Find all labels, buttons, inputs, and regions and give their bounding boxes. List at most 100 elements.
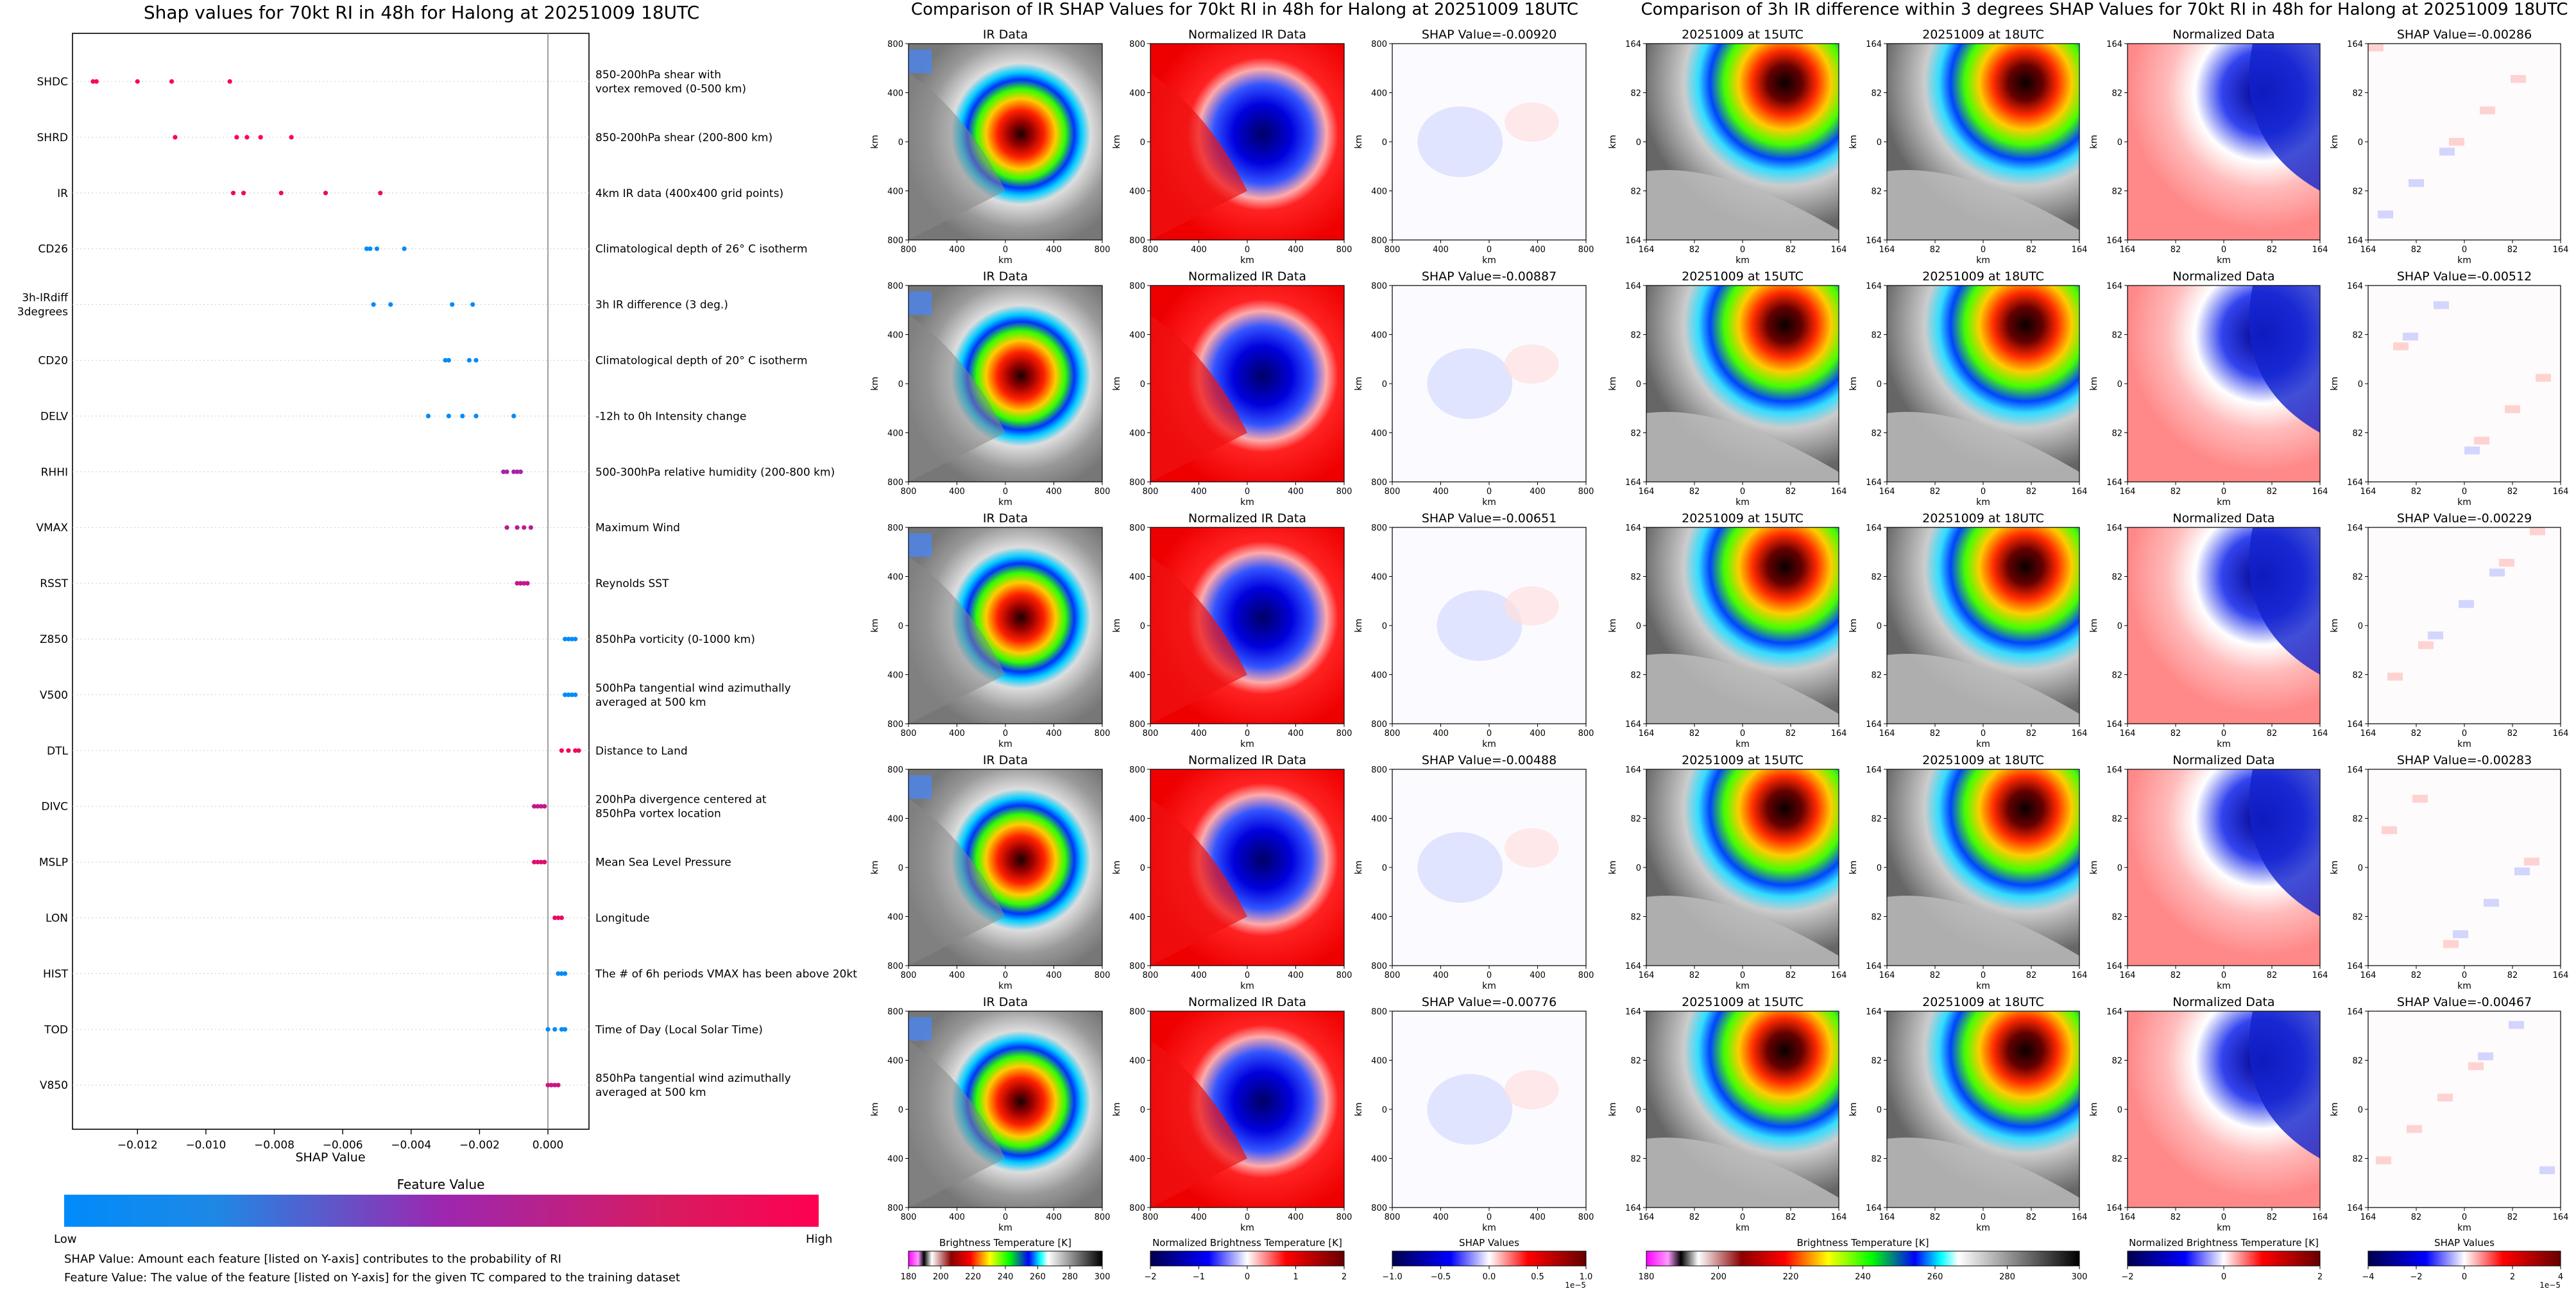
axis-tick-label: 0 — [2117, 138, 2122, 148]
axis-tick-label: 0 — [1487, 487, 1492, 497]
axis-tick-label: 0 — [1003, 487, 1008, 497]
axis-tick-label: 800 — [1143, 245, 1159, 255]
shap-point — [563, 636, 568, 642]
panel-title: SHAP Value=-0.00229 — [2397, 511, 2532, 525]
axis-tick-label: 400 — [887, 1057, 903, 1066]
feature-description: Maximum Wind — [595, 522, 680, 534]
image-panel: SHAP Value=-0.00512164164828200828216416… — [2330, 269, 2568, 508]
axis-label: km — [2089, 377, 2099, 391]
axis-tick-label: 400 — [1371, 815, 1387, 824]
axis-tick-label: 164 — [1879, 1213, 1895, 1222]
axis-label: km — [1736, 497, 1750, 508]
axis-label: km — [1482, 739, 1496, 749]
axis-tick-label: 800 — [1371, 524, 1387, 533]
axis-tick-label: 82 — [2507, 245, 2518, 255]
axis-tick-label: 400 — [1129, 671, 1145, 681]
image-panel: Normalized IR Data8008004004000040040080… — [1112, 995, 1352, 1233]
axis-tick-label: 400 — [1046, 1213, 1062, 1222]
image-panel: 20251009 at 18UTC1641648282008282164164k… — [1848, 995, 2087, 1233]
axis-tick-label: 164 — [2106, 524, 2122, 533]
axis-tick-label: 800 — [887, 765, 903, 775]
panel-title: SHAP Value=-0.00776 — [1422, 995, 1557, 1009]
axis-tick-label: 400 — [1129, 89, 1145, 99]
feature-label: V500 — [40, 689, 68, 702]
image-panel: SHAP Value=-0.00467164164828200828216416… — [2330, 995, 2568, 1233]
axis-tick-label: 0 — [898, 622, 903, 631]
panel-image — [1646, 769, 1839, 966]
axis-label: km — [1608, 377, 1618, 391]
image-panel: Normalized Data1641648282008282164164kmk… — [2089, 995, 2328, 1233]
shap-point — [573, 636, 578, 642]
axis-tick-label: 0 — [1245, 729, 1250, 738]
axis-tick-label: 0 — [2117, 380, 2122, 389]
image-panel: 20251009 at 18UTC1641648282008282164164k… — [1848, 269, 2087, 508]
axis-tick-label: 400 — [1129, 913, 1145, 923]
axis-tick-label: 400 — [887, 573, 903, 583]
axis-label: km — [1482, 255, 1496, 266]
axis-tick-label: 800 — [1129, 720, 1145, 730]
axis-tick-label: 164 — [1625, 765, 1641, 775]
axis-label: km — [1736, 1223, 1750, 1233]
axis-tick-label: 400 — [887, 1155, 903, 1165]
axis-tick-label: 82 — [2111, 429, 2122, 439]
image-panel: Normalized Data1641648282008282164164kmk… — [2089, 269, 2328, 508]
axis-tick-label: 164 — [2360, 487, 2376, 497]
axis-label: km — [998, 1223, 1012, 1233]
axis-tick-label: 82 — [2171, 1213, 2181, 1222]
shap-point — [563, 1027, 568, 1032]
axis-tick-label: 164 — [1831, 729, 1847, 738]
axis-label: km — [1354, 135, 1364, 149]
axis-tick-label: 164 — [2312, 971, 2328, 980]
panel-title: Normalized IR Data — [1188, 28, 1306, 42]
axis-tick-label: 82 — [2267, 1213, 2278, 1222]
axis-tick-label: 164 — [1625, 962, 1641, 971]
axis-tick-label: 164 — [2347, 1007, 2363, 1017]
axis-tick-label: 0 — [2221, 971, 2226, 980]
axis-tick-label: 82 — [2026, 245, 2037, 255]
axis-tick-label: 0 — [1981, 1213, 1986, 1222]
axis-tick-label: 0 — [1140, 380, 1145, 389]
axis-tick-label: 800 — [1371, 282, 1387, 291]
axis-tick-label: 164 — [2347, 720, 2363, 730]
feature-label: CD26 — [38, 243, 68, 256]
panel-title: SHAP Value=-0.00283 — [2397, 753, 2532, 767]
axis-tick-label: 0 — [1877, 1105, 1882, 1115]
axis-tick-label: 82 — [1689, 971, 1700, 980]
panel-image — [908, 769, 1102, 966]
axis-tick-label: 82 — [2171, 729, 2181, 738]
axis-tick-label: 164 — [1625, 236, 1641, 246]
colorbar-strip — [908, 1251, 1103, 1267]
axis-tick-label: 164 — [2347, 40, 2363, 49]
axis-tick-label: 164 — [2106, 282, 2122, 291]
shap-point — [518, 581, 523, 586]
axis-tick-label: 400 — [887, 89, 903, 99]
axis-tick-label: 164 — [1639, 729, 1655, 738]
axis-tick-label: 82 — [1630, 913, 1641, 923]
axis-tick-label: 82 — [1630, 815, 1641, 824]
axis-tick-label: 164 — [1639, 245, 1655, 255]
shap-point — [289, 135, 294, 140]
panel-title: 20251009 at 15UTC — [1682, 995, 1804, 1009]
axis-label: km — [2089, 135, 2099, 149]
axis-tick-label: 800 — [1336, 245, 1352, 255]
panel-title: 20251009 at 18UTC — [1922, 995, 2044, 1009]
shap-point — [542, 860, 547, 865]
axis-tick-label: 82 — [1689, 1213, 1700, 1222]
axis-tick-label: 400 — [1129, 331, 1145, 341]
axis-tick-label: 82 — [2171, 971, 2181, 980]
axis-tick-label: 0 — [1140, 864, 1145, 873]
axis-tick-label: 400 — [1288, 487, 1304, 497]
shap-point — [241, 191, 246, 196]
axis-tick-label: 0 — [1636, 1105, 1641, 1115]
colorbar-label: SHAP Values — [2434, 1237, 2495, 1249]
axis-tick-label: 400 — [1371, 671, 1387, 681]
shap-point — [511, 469, 516, 474]
axis-tick-label: 0 — [2358, 864, 2363, 873]
axis-tick-label: 400 — [1371, 573, 1387, 583]
panel-image — [1887, 1011, 2079, 1208]
image-panel: Normalized Data1641648282008282164164kmk… — [2089, 511, 2328, 749]
axis-tick-label: 82 — [1930, 729, 1941, 738]
axis-tick-label: 800 — [1371, 720, 1387, 730]
shap-point — [569, 636, 574, 642]
colorbar-tick-label: −1.0 — [1382, 1272, 1403, 1282]
